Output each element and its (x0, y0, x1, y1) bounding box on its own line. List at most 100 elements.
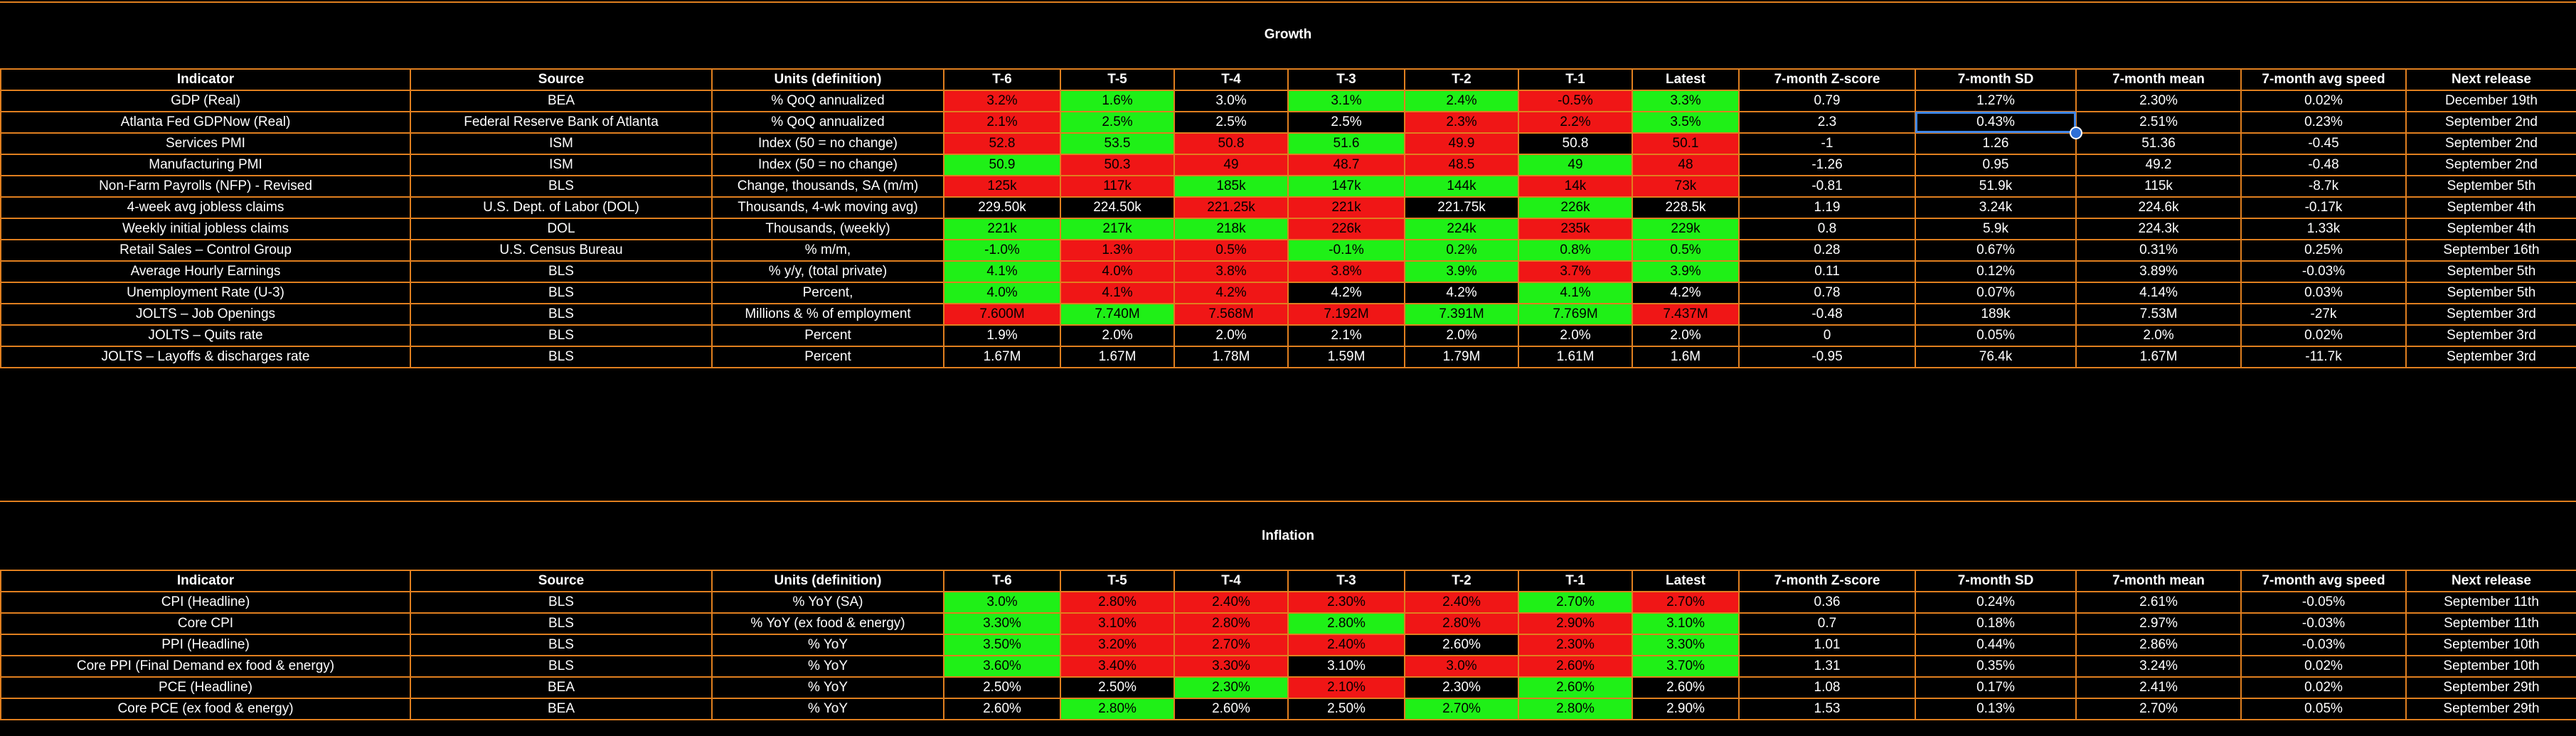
value-cell[interactable]: 221.25k (1173, 196, 1289, 219)
sd-cell[interactable]: 189k (1915, 303, 2077, 326)
indicator-cell[interactable]: Unemployment Rate (U-3) (0, 282, 411, 304)
units-cell[interactable]: % YoY (711, 634, 944, 656)
sd-cell[interactable]: 0.35% (1915, 655, 2077, 678)
zscore-cell[interactable]: 1.19 (1738, 196, 1916, 219)
mean-cell[interactable]: 2.86% (2075, 634, 2242, 656)
value-cell[interactable]: 144k (1404, 175, 1519, 198)
column-header[interactable]: Indicator (0, 570, 411, 592)
zscore-cell[interactable]: 2.3 (1738, 111, 1916, 134)
value-cell[interactable]: 2.60% (1518, 655, 1633, 678)
units-cell[interactable]: Thousands, (weekly) (711, 218, 944, 240)
value-cell[interactable]: 2.4% (1404, 90, 1519, 112)
column-header[interactable]: Source (410, 68, 713, 91)
column-header[interactable]: Latest (1632, 68, 1740, 91)
value-cell[interactable]: 4.0% (943, 282, 1061, 304)
indicator-cell[interactable]: Manufacturing PMI (0, 154, 411, 176)
next-release-cell[interactable]: September 4th (2405, 218, 2576, 240)
sd-cell[interactable]: 0.07% (1915, 282, 2077, 304)
value-cell[interactable]: 2.5% (1287, 111, 1405, 134)
value-cell[interactable]: 7.192M (1287, 303, 1405, 326)
value-cell[interactable]: 0.5% (1173, 239, 1289, 262)
value-cell[interactable]: 2.3% (1404, 111, 1519, 134)
source-cell[interactable]: BLS (410, 282, 713, 304)
value-cell[interactable]: 49 (1518, 154, 1633, 176)
indicator-cell[interactable]: Services PMI (0, 132, 411, 155)
value-cell[interactable]: 2.80% (1404, 612, 1519, 635)
value-cell[interactable]: 50.9 (943, 154, 1061, 176)
value-cell[interactable]: 2.60% (943, 698, 1061, 720)
value-cell[interactable]: 3.8% (1173, 260, 1289, 283)
units-cell[interactable]: % y/y, (total private) (711, 260, 944, 283)
sd-cell[interactable]: 0.17% (1915, 676, 2077, 699)
sd-cell[interactable]: 0.67% (1915, 239, 2077, 262)
value-cell[interactable]: 7.437M (1632, 303, 1740, 326)
value-cell[interactable]: 3.10% (1287, 655, 1405, 678)
value-cell[interactable]: 2.30% (1518, 634, 1633, 656)
mean-cell[interactable]: 0.31% (2075, 239, 2242, 262)
source-cell[interactable]: DOL (410, 218, 713, 240)
sd-cell[interactable]: 3.24k (1915, 196, 2077, 219)
value-cell[interactable]: 2.5% (1060, 111, 1175, 134)
mean-cell[interactable]: 2.51% (2075, 111, 2242, 134)
source-cell[interactable]: U.S. Dept. of Labor (DOL) (410, 196, 713, 219)
value-cell[interactable]: 2.50% (943, 676, 1061, 699)
value-cell[interactable]: -0.1% (1287, 239, 1405, 262)
zscore-cell[interactable]: -1 (1738, 132, 1916, 155)
next-release-cell[interactable]: September 2nd (2405, 154, 2576, 176)
mean-cell[interactable]: 2.70% (2075, 698, 2242, 720)
value-cell[interactable]: 2.50% (1287, 698, 1405, 720)
value-cell[interactable]: 224.50k (1060, 196, 1175, 219)
column-header[interactable]: T-3 (1287, 68, 1405, 91)
value-cell[interactable]: 50.8 (1173, 132, 1289, 155)
units-cell[interactable]: % YoY (711, 655, 944, 678)
value-cell[interactable]: 3.0% (1173, 90, 1289, 112)
value-cell[interactable]: 4.2% (1632, 282, 1740, 304)
source-cell[interactable]: ISM (410, 154, 713, 176)
value-cell[interactable]: 3.9% (1404, 260, 1519, 283)
indicator-cell[interactable]: PPI (Headline) (0, 634, 411, 656)
avg-speed-cell[interactable]: 0.02% (2240, 324, 2407, 347)
value-cell[interactable]: 3.0% (943, 591, 1061, 614)
avg-speed-cell[interactable]: -0.45 (2240, 132, 2407, 155)
value-cell[interactable]: 49 (1173, 154, 1289, 176)
value-cell[interactable]: 3.5% (1632, 111, 1740, 134)
indicator-cell[interactable]: Weekly initial jobless claims (0, 218, 411, 240)
value-cell[interactable]: 3.30% (943, 612, 1061, 635)
mean-cell[interactable]: 49.2 (2075, 154, 2242, 176)
zscore-cell[interactable]: 0 (1738, 324, 1916, 347)
next-release-cell[interactable]: September 16th (2405, 239, 2576, 262)
zscore-cell[interactable]: 1.08 (1738, 676, 1916, 699)
value-cell[interactable]: 48 (1632, 154, 1740, 176)
zscore-cell[interactable]: 1.31 (1738, 655, 1916, 678)
value-cell[interactable]: 3.10% (1632, 612, 1740, 635)
avg-speed-cell[interactable]: -0.03% (2240, 612, 2407, 635)
next-release-cell[interactable]: September 11th (2405, 591, 2576, 614)
zscore-cell[interactable]: 0.36 (1738, 591, 1916, 614)
source-cell[interactable]: BLS (410, 634, 713, 656)
value-cell[interactable]: 226k (1287, 218, 1405, 240)
sd-cell[interactable]: 0.13% (1915, 698, 2077, 720)
sd-cell[interactable]: 1.27% (1915, 90, 2077, 112)
indicator-cell[interactable]: Non-Farm Payrolls (NFP) - Revised (0, 175, 411, 198)
next-release-cell[interactable]: September 3rd (2405, 303, 2576, 326)
value-cell[interactable]: 2.0% (1632, 324, 1740, 347)
source-cell[interactable]: BLS (410, 175, 713, 198)
sd-cell[interactable]: 51.9k (1915, 175, 2077, 198)
next-release-cell[interactable]: September 2nd (2405, 111, 2576, 134)
selected-cell[interactable]: 0.43% (1915, 111, 2077, 134)
units-cell[interactable]: % m/m, (711, 239, 944, 262)
value-cell[interactable]: 3.9% (1632, 260, 1740, 283)
value-cell[interactable]: 147k (1287, 175, 1405, 198)
value-cell[interactable]: 217k (1060, 218, 1175, 240)
avg-speed-cell[interactable]: 0.03% (2240, 282, 2407, 304)
source-cell[interactable]: BEA (410, 90, 713, 112)
value-cell[interactable]: 2.70% (1632, 591, 1740, 614)
column-header[interactable]: 7-month Z-score (1738, 570, 1916, 592)
mean-cell[interactable]: 3.89% (2075, 260, 2242, 283)
indicator-cell[interactable]: Core CPI (0, 612, 411, 635)
column-header[interactable]: Units (definition) (711, 68, 944, 91)
avg-speed-cell[interactable]: 0.02% (2240, 655, 2407, 678)
units-cell[interactable]: Percent (711, 346, 944, 368)
value-cell[interactable]: 3.10% (1060, 612, 1175, 635)
source-cell[interactable]: BEA (410, 698, 713, 720)
